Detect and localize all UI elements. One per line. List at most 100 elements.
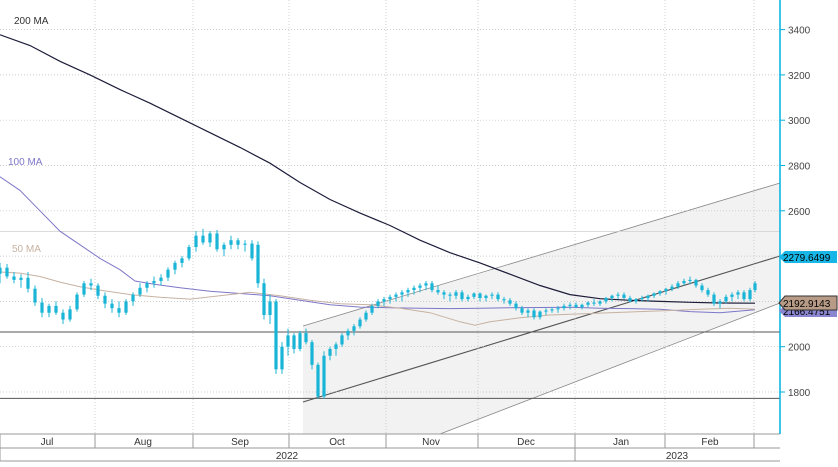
horizontal-levels [0, 231, 780, 399]
candle-body [75, 294, 79, 310]
candle-body [286, 335, 290, 347]
svg-text:2166.4751: 2166.4751 [783, 307, 831, 318]
candle-body [364, 312, 368, 320]
candle-body [448, 294, 452, 296]
candle-body [124, 301, 128, 313]
candle-body [334, 344, 338, 349]
x-tick-label: Jan [613, 437, 629, 448]
candle-body [394, 294, 398, 297]
candle-body [12, 276, 16, 280]
candle-body [298, 333, 302, 349]
candle-body [68, 309, 72, 320]
y-tick-label: 3400 [788, 26, 811, 37]
candle-body [718, 301, 722, 304]
candle-body [538, 311, 542, 318]
candle-body [406, 290, 410, 293]
candle-body [243, 243, 247, 245]
candle-body [262, 283, 266, 315]
candle-body [382, 299, 386, 302]
candle-body [442, 292, 446, 295]
candle-body [484, 295, 488, 299]
x-tick-label: Oct [329, 437, 345, 448]
candle-body [0, 267, 2, 274]
candle-body [340, 335, 344, 345]
svg-text:2192.9143: 2192.9143 [783, 299, 831, 310]
candle-body [694, 279, 698, 286]
y-tick-label: 3200 [788, 71, 811, 82]
ma-line-0 [0, 34, 756, 304]
year-label: 2022 [276, 451, 299, 462]
candle-body [736, 292, 740, 295]
candle-body [592, 302, 596, 304]
y-tick-label: 2600 [788, 207, 811, 218]
candle-body [682, 281, 686, 284]
candle-body [730, 294, 734, 297]
candle-body [520, 308, 524, 313]
x-tick-label: Sep [231, 437, 249, 448]
current-price-tag: 2279.6499 [779, 251, 837, 264]
candle-body [370, 305, 374, 313]
candle-body [742, 292, 746, 300]
candle-body [346, 330, 350, 336]
x-tick-label: Dec [517, 437, 535, 448]
candle-body [61, 312, 65, 320]
candle-body [187, 247, 191, 259]
candle-body [131, 294, 135, 302]
candle-body [748, 290, 752, 300]
candle-body [316, 364, 320, 397]
candle-body [54, 305, 58, 313]
candle-body [670, 286, 674, 289]
candle-body [33, 288, 37, 303]
candle-body [117, 308, 121, 313]
candle-body [688, 279, 692, 282]
candle-body [634, 299, 638, 302]
candle-body [604, 298, 608, 302]
candle-body [628, 298, 632, 302]
candle-body [412, 287, 416, 291]
candle-body [388, 296, 392, 300]
candle-body [616, 294, 620, 296]
ma50-label: 50 MA [12, 244, 41, 255]
candle-body [358, 319, 362, 327]
candle-body [166, 269, 170, 278]
candle-body [138, 287, 142, 295]
candle-body [268, 301, 272, 315]
candle-body [352, 326, 356, 331]
candle-body [322, 355, 326, 397]
candle-body [514, 303, 518, 309]
ma100-label: 100 MA [8, 157, 43, 168]
candle-body [568, 304, 572, 306]
ma50-price-tag: 2192.9143 [778, 295, 838, 311]
ma-line-1 [0, 176, 756, 314]
candle-body [250, 243, 254, 259]
candle-body [550, 309, 554, 311]
candle-body [103, 295, 107, 304]
candle-body [508, 300, 512, 304]
candle-body [622, 294, 626, 299]
candle-body [664, 288, 668, 292]
candle-body [173, 262, 177, 270]
candle-body [676, 283, 680, 287]
x-axis [0, 433, 780, 462]
y-tick-label: 1800 [788, 388, 811, 399]
y-tick-label: 2800 [788, 162, 811, 173]
candle-body [706, 290, 710, 295]
candle-body [526, 310, 530, 313]
candle-body [436, 290, 440, 293]
price-tags: 2279.6499 2166.4751 2192.9143 [778, 251, 838, 318]
x-tick-label: Feb [701, 437, 719, 448]
candle-body [376, 301, 380, 306]
candle-body [460, 292, 464, 300]
y-tick-label: 3000 [788, 116, 811, 127]
candle-body [5, 267, 9, 277]
candle-body [304, 333, 308, 343]
candle-body [574, 304, 578, 308]
candle-body [89, 283, 93, 286]
candle-body [159, 277, 163, 282]
x-ticks: Jul Aug Sep Oct Nov Dec Jan Feb 2022 2023 [41, 434, 755, 462]
x-tick-label: Jul [41, 437, 54, 448]
candle-body [562, 305, 566, 309]
candle-body [580, 304, 584, 308]
